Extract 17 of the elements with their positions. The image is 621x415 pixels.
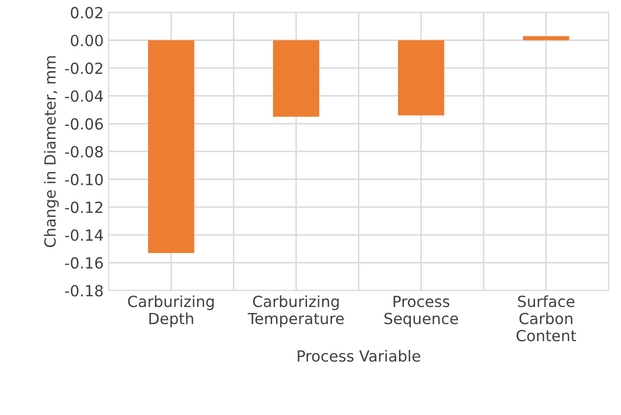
y-tick-label: -0.12 — [65, 202, 102, 214]
x-tick-label: Carburizing Depth — [128, 295, 214, 328]
x-tick-label: Carburizing Temperature — [248, 295, 344, 328]
y-tick-label: -0.14 — [65, 229, 103, 241]
x-tick-label: Process Sequence — [384, 296, 458, 328]
x-axis-title: Process Variable — [298, 350, 420, 362]
x-tick-label: Surface Carbon Content — [516, 295, 576, 342]
y-tick-label: -0.06 — [65, 118, 103, 130]
y-tick-label: -0.10 — [65, 174, 103, 186]
y-tick-label: -0.18 — [65, 284, 103, 297]
y-tick-label: 0.00 — [70, 34, 103, 46]
y-tick-label: -0.08 — [65, 146, 103, 158]
y-tick-label: -0.02 — [65, 62, 102, 74]
y-tick-label: 0.02 — [70, 6, 102, 18]
y-tick-label: -0.16 — [65, 257, 103, 269]
y-axis-title: Change in Diameter, mm — [44, 56, 59, 248]
y-tick-label: -0.04 — [65, 90, 103, 102]
